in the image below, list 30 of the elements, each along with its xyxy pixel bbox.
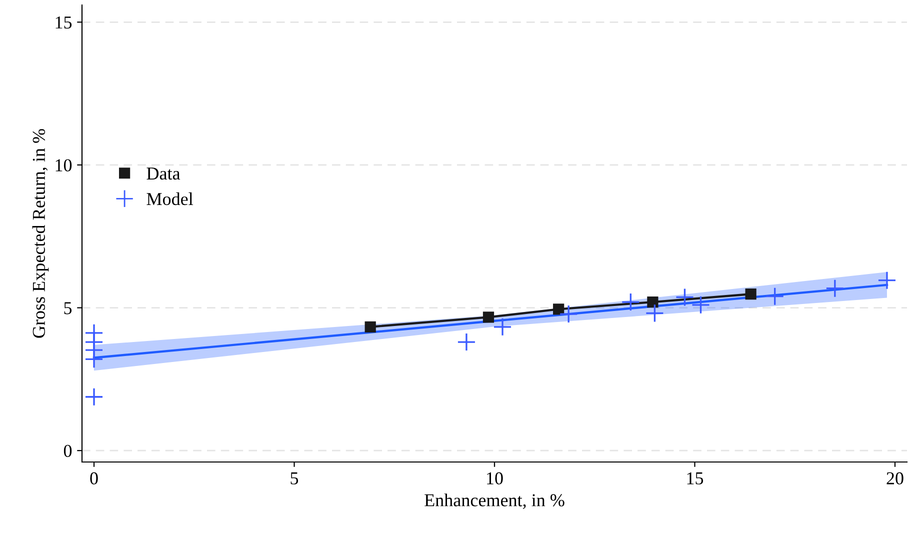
point — [553, 304, 564, 315]
point — [364, 321, 376, 332]
y-tick-label: 15 — [56, 16, 72, 29]
point — [493, 318, 512, 336]
y-axis-title: Gross Expected Return, in % — [32, 129, 49, 338]
legend-label: Data — [146, 168, 180, 180]
point — [645, 304, 664, 323]
y-tick-label: 5 — [64, 302, 72, 314]
x-tick-label: 10 — [487, 472, 503, 484]
x-tick-label: 15 — [687, 472, 704, 484]
point — [621, 292, 640, 312]
point — [878, 271, 896, 290]
point — [457, 332, 476, 352]
point — [691, 296, 710, 314]
point — [766, 286, 784, 306]
x-tick-label: 20 — [886, 472, 904, 484]
x-tick-label: 5 — [290, 472, 298, 484]
point — [826, 279, 844, 298]
point — [559, 304, 578, 324]
x-tick-label: 0 — [90, 472, 98, 484]
point — [647, 296, 658, 308]
legend-label: Model — [146, 192, 193, 206]
x-axis-title: Enhancement, in % — [424, 494, 564, 509]
point — [482, 312, 494, 323]
y-tick-label: 0 — [64, 444, 72, 458]
point — [84, 388, 104, 406]
point — [675, 288, 694, 307]
y-tick-label: 10 — [56, 159, 72, 172]
point — [84, 350, 104, 369]
point — [745, 288, 756, 300]
